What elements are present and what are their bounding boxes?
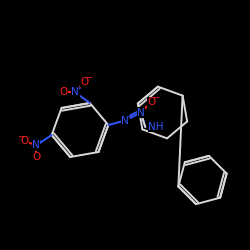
Text: NH: NH	[148, 122, 164, 132]
Text: O: O	[147, 97, 156, 107]
Text: −: −	[152, 93, 159, 102]
Text: N: N	[137, 108, 145, 118]
Text: −: −	[17, 132, 24, 141]
Text: −: −	[85, 73, 92, 82]
Text: O: O	[59, 88, 68, 98]
Text: +: +	[76, 86, 82, 91]
Text: N: N	[72, 88, 79, 98]
Text: N: N	[122, 116, 129, 126]
Text: +: +	[126, 114, 132, 119]
Text: O: O	[20, 136, 29, 146]
Text: N: N	[32, 140, 40, 150]
Text: +: +	[37, 139, 42, 144]
Text: O: O	[80, 77, 88, 87]
Text: O: O	[32, 152, 40, 162]
